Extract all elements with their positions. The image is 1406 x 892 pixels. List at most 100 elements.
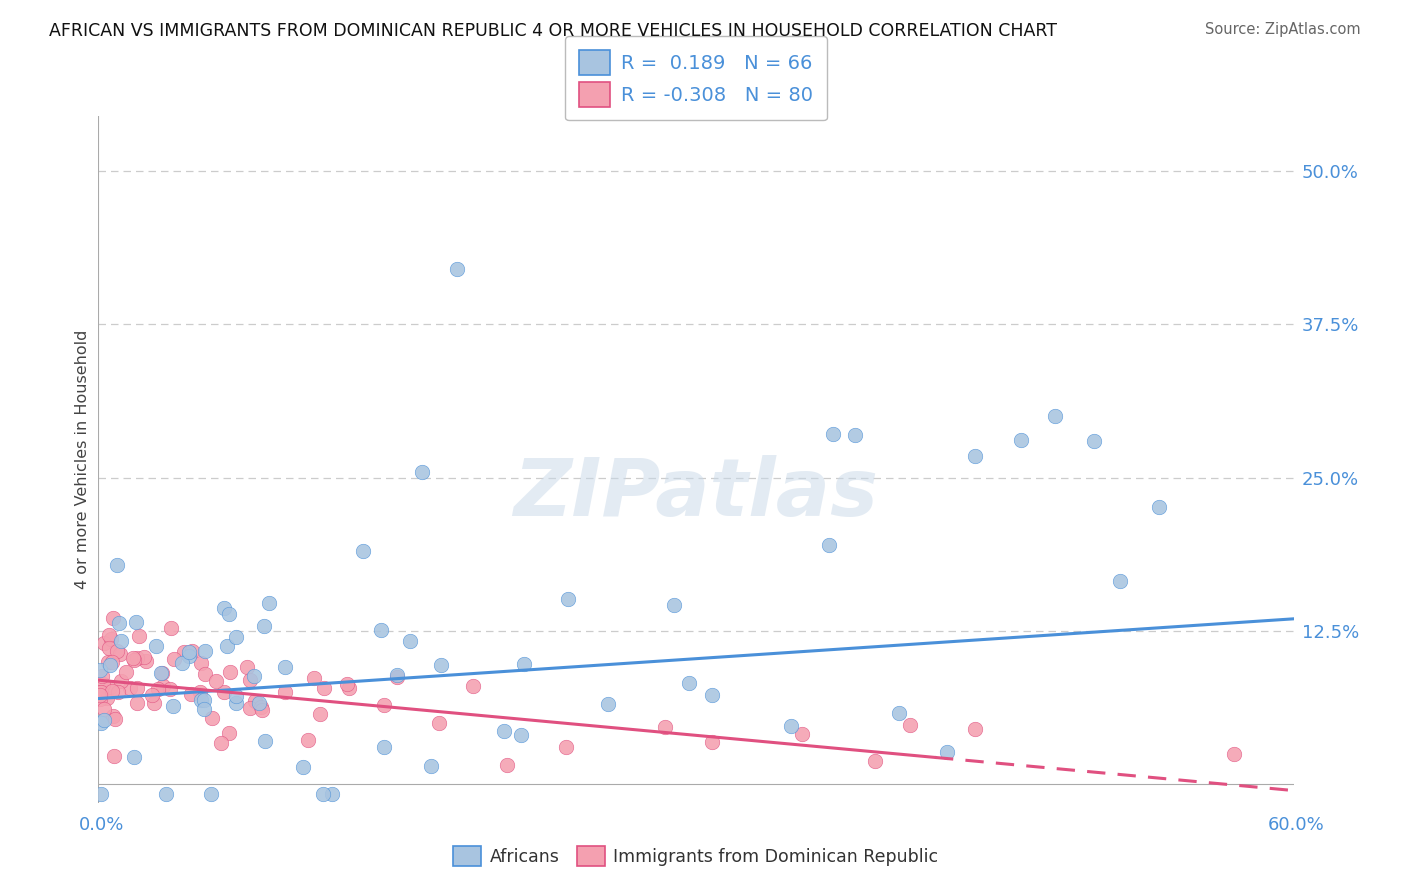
Point <box>430 657 453 672</box>
Point <box>97 655 120 669</box>
Point <box>215 639 238 653</box>
Point <box>555 740 578 755</box>
Point <box>513 657 536 672</box>
Point <box>91 677 114 691</box>
Point <box>125 615 148 629</box>
Point <box>150 665 173 680</box>
Point <box>93 636 115 650</box>
Point <box>898 717 921 731</box>
Point <box>100 683 122 698</box>
Point <box>90 787 112 801</box>
Point <box>218 607 240 621</box>
Point <box>218 726 240 740</box>
Point <box>494 724 516 739</box>
Point <box>302 671 325 685</box>
Point <box>250 703 273 717</box>
Point <box>446 262 468 277</box>
Text: ZIPatlas: ZIPatlas <box>513 455 879 533</box>
Point <box>292 760 315 774</box>
Point <box>662 598 685 612</box>
Point <box>373 698 395 713</box>
Point <box>110 634 132 648</box>
Point <box>98 628 121 642</box>
Point <box>312 787 335 801</box>
Point <box>98 657 121 672</box>
Point <box>654 720 676 734</box>
Point <box>297 732 319 747</box>
Point <box>247 696 270 710</box>
Point <box>1147 500 1170 515</box>
Point <box>93 702 115 716</box>
Point <box>387 668 409 682</box>
Point <box>122 651 145 665</box>
Point <box>90 685 112 699</box>
Point <box>598 697 620 711</box>
Point <box>127 650 149 665</box>
Point <box>243 694 266 708</box>
Point <box>114 665 136 679</box>
Point <box>104 712 127 726</box>
Point <box>107 616 129 631</box>
Point <box>337 681 360 695</box>
Point <box>411 465 433 479</box>
Point <box>163 652 186 666</box>
Point <box>257 596 280 610</box>
Point <box>887 706 910 720</box>
Point <box>212 685 235 699</box>
Point <box>89 664 111 678</box>
Point <box>274 660 297 674</box>
Point <box>145 639 167 653</box>
Point <box>336 677 359 691</box>
Point <box>89 691 111 706</box>
Point <box>370 623 392 637</box>
Point <box>236 659 259 673</box>
Point <box>188 685 211 699</box>
Point <box>100 632 122 647</box>
Point <box>93 713 115 727</box>
Point <box>200 787 222 801</box>
Point <box>103 748 125 763</box>
Point <box>253 619 276 633</box>
Point <box>103 708 125 723</box>
Point <box>309 707 332 722</box>
Point <box>155 787 177 801</box>
Point <box>209 736 232 750</box>
Point <box>274 685 297 699</box>
Point <box>239 673 262 687</box>
Point <box>253 734 276 748</box>
Point <box>150 666 173 681</box>
Point <box>177 648 200 663</box>
Point <box>91 669 114 683</box>
Point <box>823 426 845 441</box>
Point <box>780 719 803 733</box>
Point <box>1083 434 1105 448</box>
Point <box>128 629 150 643</box>
Point <box>205 673 228 688</box>
Point <box>193 693 215 707</box>
Point <box>314 681 336 696</box>
Y-axis label: 4 or more Vehicles in Household: 4 or more Vehicles in Household <box>75 330 90 589</box>
Point <box>105 644 128 658</box>
Point <box>107 685 129 699</box>
Point <box>463 679 485 693</box>
Point <box>122 750 145 764</box>
Point <box>557 592 579 607</box>
Text: 0.0%: 0.0% <box>79 816 124 834</box>
Point <box>509 728 531 742</box>
Point <box>96 690 118 705</box>
Point <box>678 676 700 690</box>
Point <box>98 680 121 694</box>
Point <box>818 538 841 552</box>
Point <box>105 558 128 572</box>
Point <box>214 600 236 615</box>
Point <box>190 693 212 707</box>
Point <box>110 673 132 688</box>
Point <box>180 687 202 701</box>
Point <box>225 689 247 703</box>
Text: AFRICAN VS IMMIGRANTS FROM DOMINICAN REPUBLIC 4 OR MORE VEHICLES IN HOUSEHOLD CO: AFRICAN VS IMMIGRANTS FROM DOMINICAN REP… <box>49 22 1057 40</box>
Point <box>1043 409 1066 424</box>
Point <box>170 657 193 671</box>
Point <box>201 711 224 725</box>
Point <box>219 665 242 679</box>
Point <box>177 645 200 659</box>
